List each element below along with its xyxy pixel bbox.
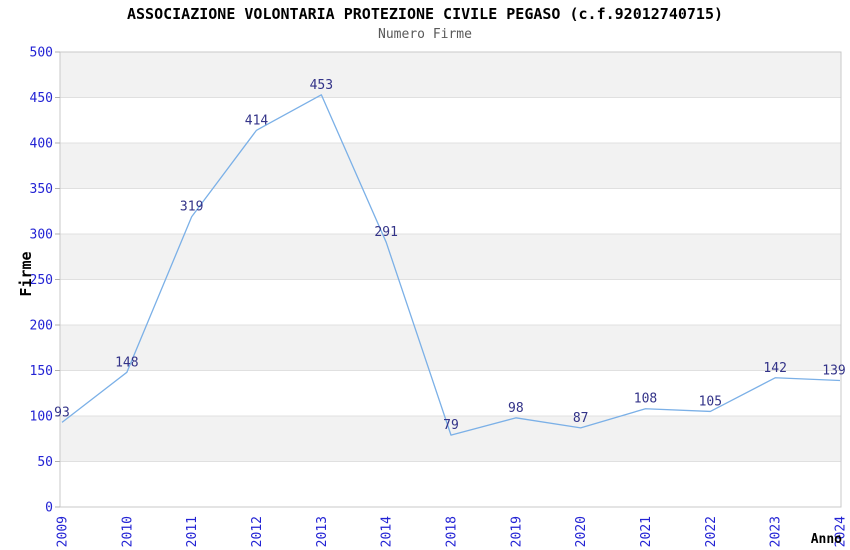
x-tick-label: 2021 bbox=[639, 516, 654, 547]
data-point-label: 291 bbox=[374, 225, 397, 240]
y-tick-label: 0 bbox=[45, 501, 53, 516]
data-point-label: 93 bbox=[54, 405, 70, 420]
plot-band bbox=[60, 52, 841, 98]
plot-band bbox=[60, 143, 841, 189]
y-tick-label: 50 bbox=[37, 455, 53, 470]
y-tick-label: 200 bbox=[30, 319, 53, 334]
x-tick-label: 2009 bbox=[56, 516, 71, 547]
plot-band bbox=[60, 325, 841, 371]
y-tick-label: 250 bbox=[30, 273, 53, 288]
data-point-label: 87 bbox=[573, 411, 589, 426]
x-tick-label: 2020 bbox=[574, 516, 589, 547]
data-point-label: 108 bbox=[634, 392, 657, 407]
x-tick-label: 2024 bbox=[834, 516, 849, 547]
data-line bbox=[61, 94, 841, 436]
chart-title: ASSOCIAZIONE VOLONTARIA PROTEZIONE CIVIL… bbox=[126, 5, 724, 23]
x-tick-label: 2012 bbox=[250, 516, 265, 547]
x-tick-label: 2011 bbox=[185, 516, 200, 547]
data-point-label: 319 bbox=[180, 200, 203, 215]
data-point-label: 98 bbox=[508, 401, 524, 416]
y-tick-label: 450 bbox=[30, 91, 53, 106]
plot-band bbox=[60, 234, 841, 280]
x-tick-label: 2018 bbox=[445, 516, 460, 547]
data-point-label: 414 bbox=[245, 113, 269, 128]
y-tick-label: 150 bbox=[30, 364, 53, 379]
x-tick-label: 2019 bbox=[509, 516, 524, 547]
data-point-label: 139 bbox=[822, 364, 845, 379]
y-axis-title: Firme bbox=[17, 251, 35, 297]
data-point-label: 105 bbox=[699, 394, 722, 409]
y-tick-label: 350 bbox=[30, 182, 53, 197]
y-tick-label: 300 bbox=[30, 228, 53, 243]
y-tick-label: 400 bbox=[30, 137, 53, 152]
y-tick-label: 100 bbox=[30, 410, 53, 425]
plot-band bbox=[60, 416, 841, 462]
data-point-label: 79 bbox=[443, 418, 459, 433]
data-point-label: 453 bbox=[310, 78, 333, 93]
x-tick-label: 2010 bbox=[120, 516, 135, 547]
x-tick-label: 2023 bbox=[769, 516, 784, 547]
data-point-label: 142 bbox=[763, 361, 786, 376]
x-tick-label: 2014 bbox=[380, 516, 395, 547]
x-tick-label: 2022 bbox=[704, 516, 719, 547]
data-point-label: 148 bbox=[115, 355, 138, 370]
x-tick-label: 2013 bbox=[315, 516, 330, 547]
x-axis-title: Anno bbox=[810, 532, 842, 547]
y-tick-label: 500 bbox=[30, 46, 53, 61]
chart-subtitle: Numero Firme bbox=[378, 27, 472, 42]
